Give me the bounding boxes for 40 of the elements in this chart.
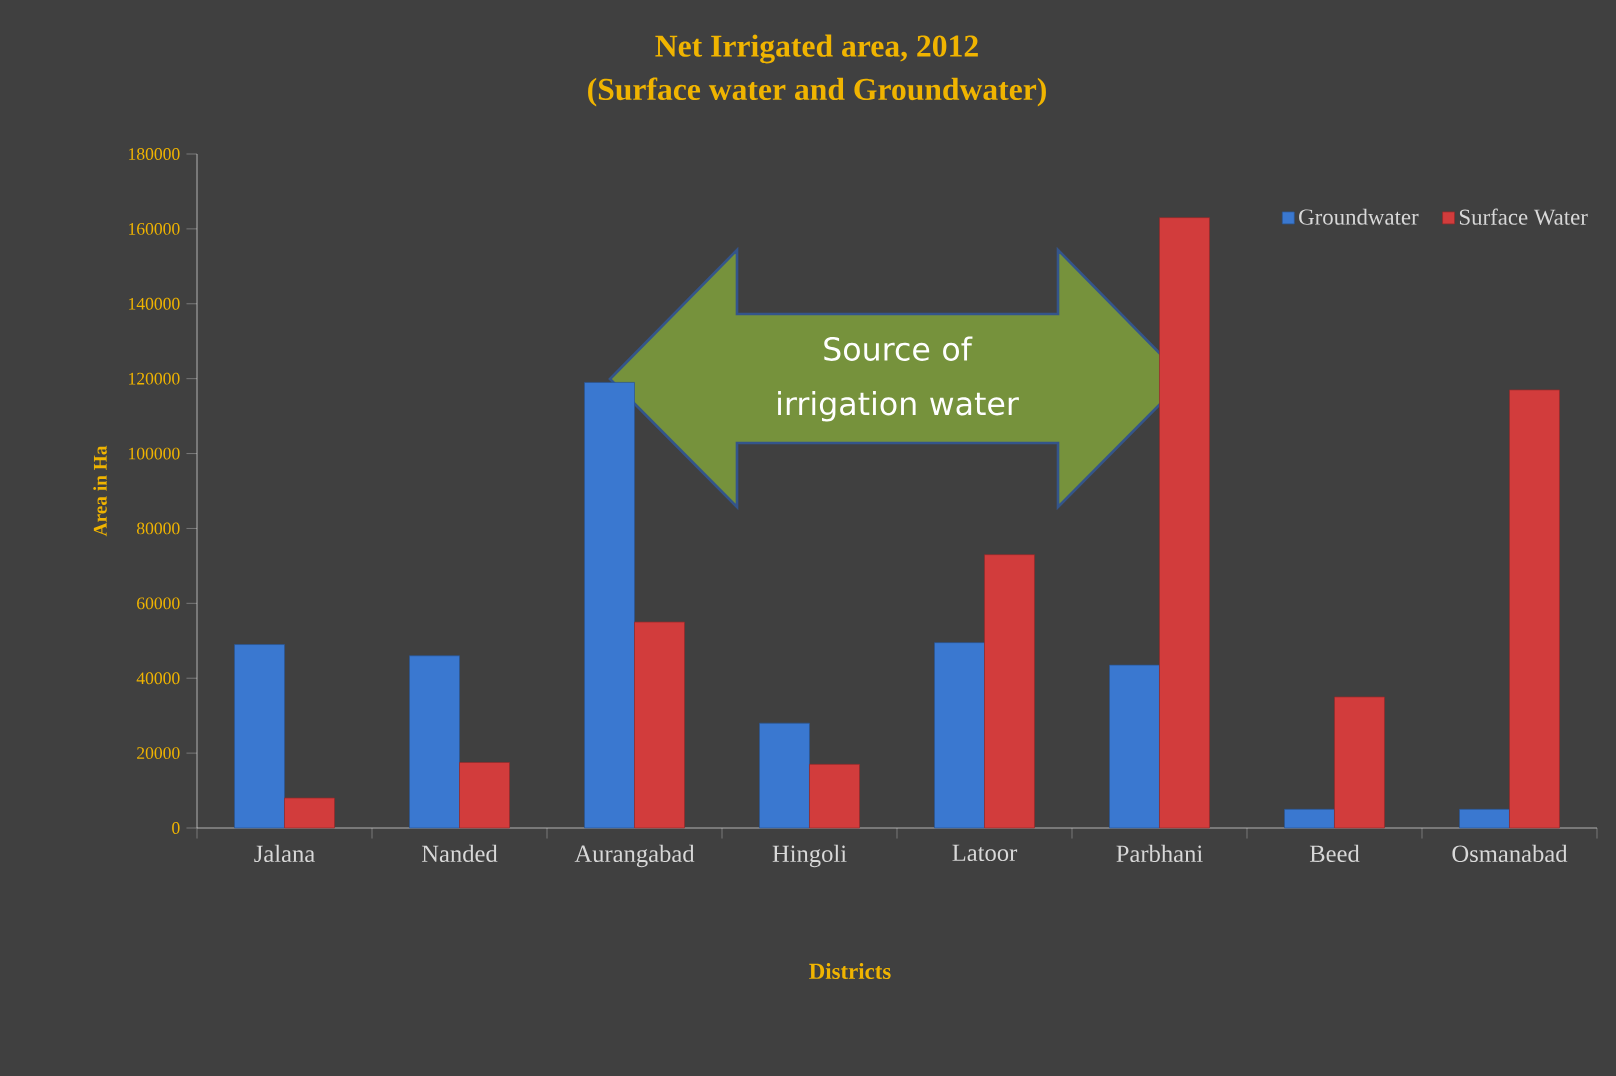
y-tick-label: 120000 <box>129 372 180 385</box>
bar <box>1159 217 1210 829</box>
bar <box>759 722 810 829</box>
y-tick-label: 80000 <box>136 522 180 535</box>
bar <box>1334 696 1385 829</box>
x-tick-label: Latoor <box>952 844 1018 862</box>
bar <box>1509 389 1560 829</box>
bar <box>1284 808 1335 829</box>
bar <box>284 797 335 829</box>
x-tick-label: Jalana <box>254 844 315 863</box>
x-tick-label: Hingoli <box>772 844 847 868</box>
x-tick-label: Beed <box>1309 844 1360 863</box>
y-tick-label: 40000 <box>136 672 180 685</box>
bar <box>634 621 685 829</box>
bar <box>459 762 510 829</box>
annotation: Source of irrigation water <box>778 336 1019 422</box>
legend-label: Surface Water <box>1459 208 1588 226</box>
y-axis-title: Area in Ha <box>93 445 107 537</box>
bar <box>934 642 985 829</box>
y-tick-label: 140000 <box>129 297 180 310</box>
x-tick-label: Aurangabad <box>574 844 695 868</box>
bar <box>234 644 285 829</box>
y-tick-label: 60000 <box>137 597 180 610</box>
y-tick-label: 0 <box>172 822 180 834</box>
bar <box>809 763 860 829</box>
y-tick-label: 160000 <box>129 222 180 235</box>
bar <box>1459 808 1510 829</box>
y-tick-label: 20000 <box>137 747 180 760</box>
x-tick-label: Nanded <box>421 844 498 863</box>
legend-label: Groundwater <box>1299 208 1419 225</box>
bar <box>1109 664 1160 829</box>
y-tick-label: 100000 <box>129 447 180 460</box>
y-tick-label: 180000 <box>129 148 180 160</box>
bar <box>409 655 460 829</box>
x-tick-label: Osmanabad <box>1452 844 1568 863</box>
chart-subtitle: (Surface water and Groundwater) <box>588 77 1046 107</box>
x-tick-label: Parbhani <box>1116 844 1203 863</box>
chart-title: Net Irrigated area, 2012 <box>655 34 978 64</box>
x-axis-title: Districts <box>809 962 891 980</box>
bar <box>984 554 1035 829</box>
